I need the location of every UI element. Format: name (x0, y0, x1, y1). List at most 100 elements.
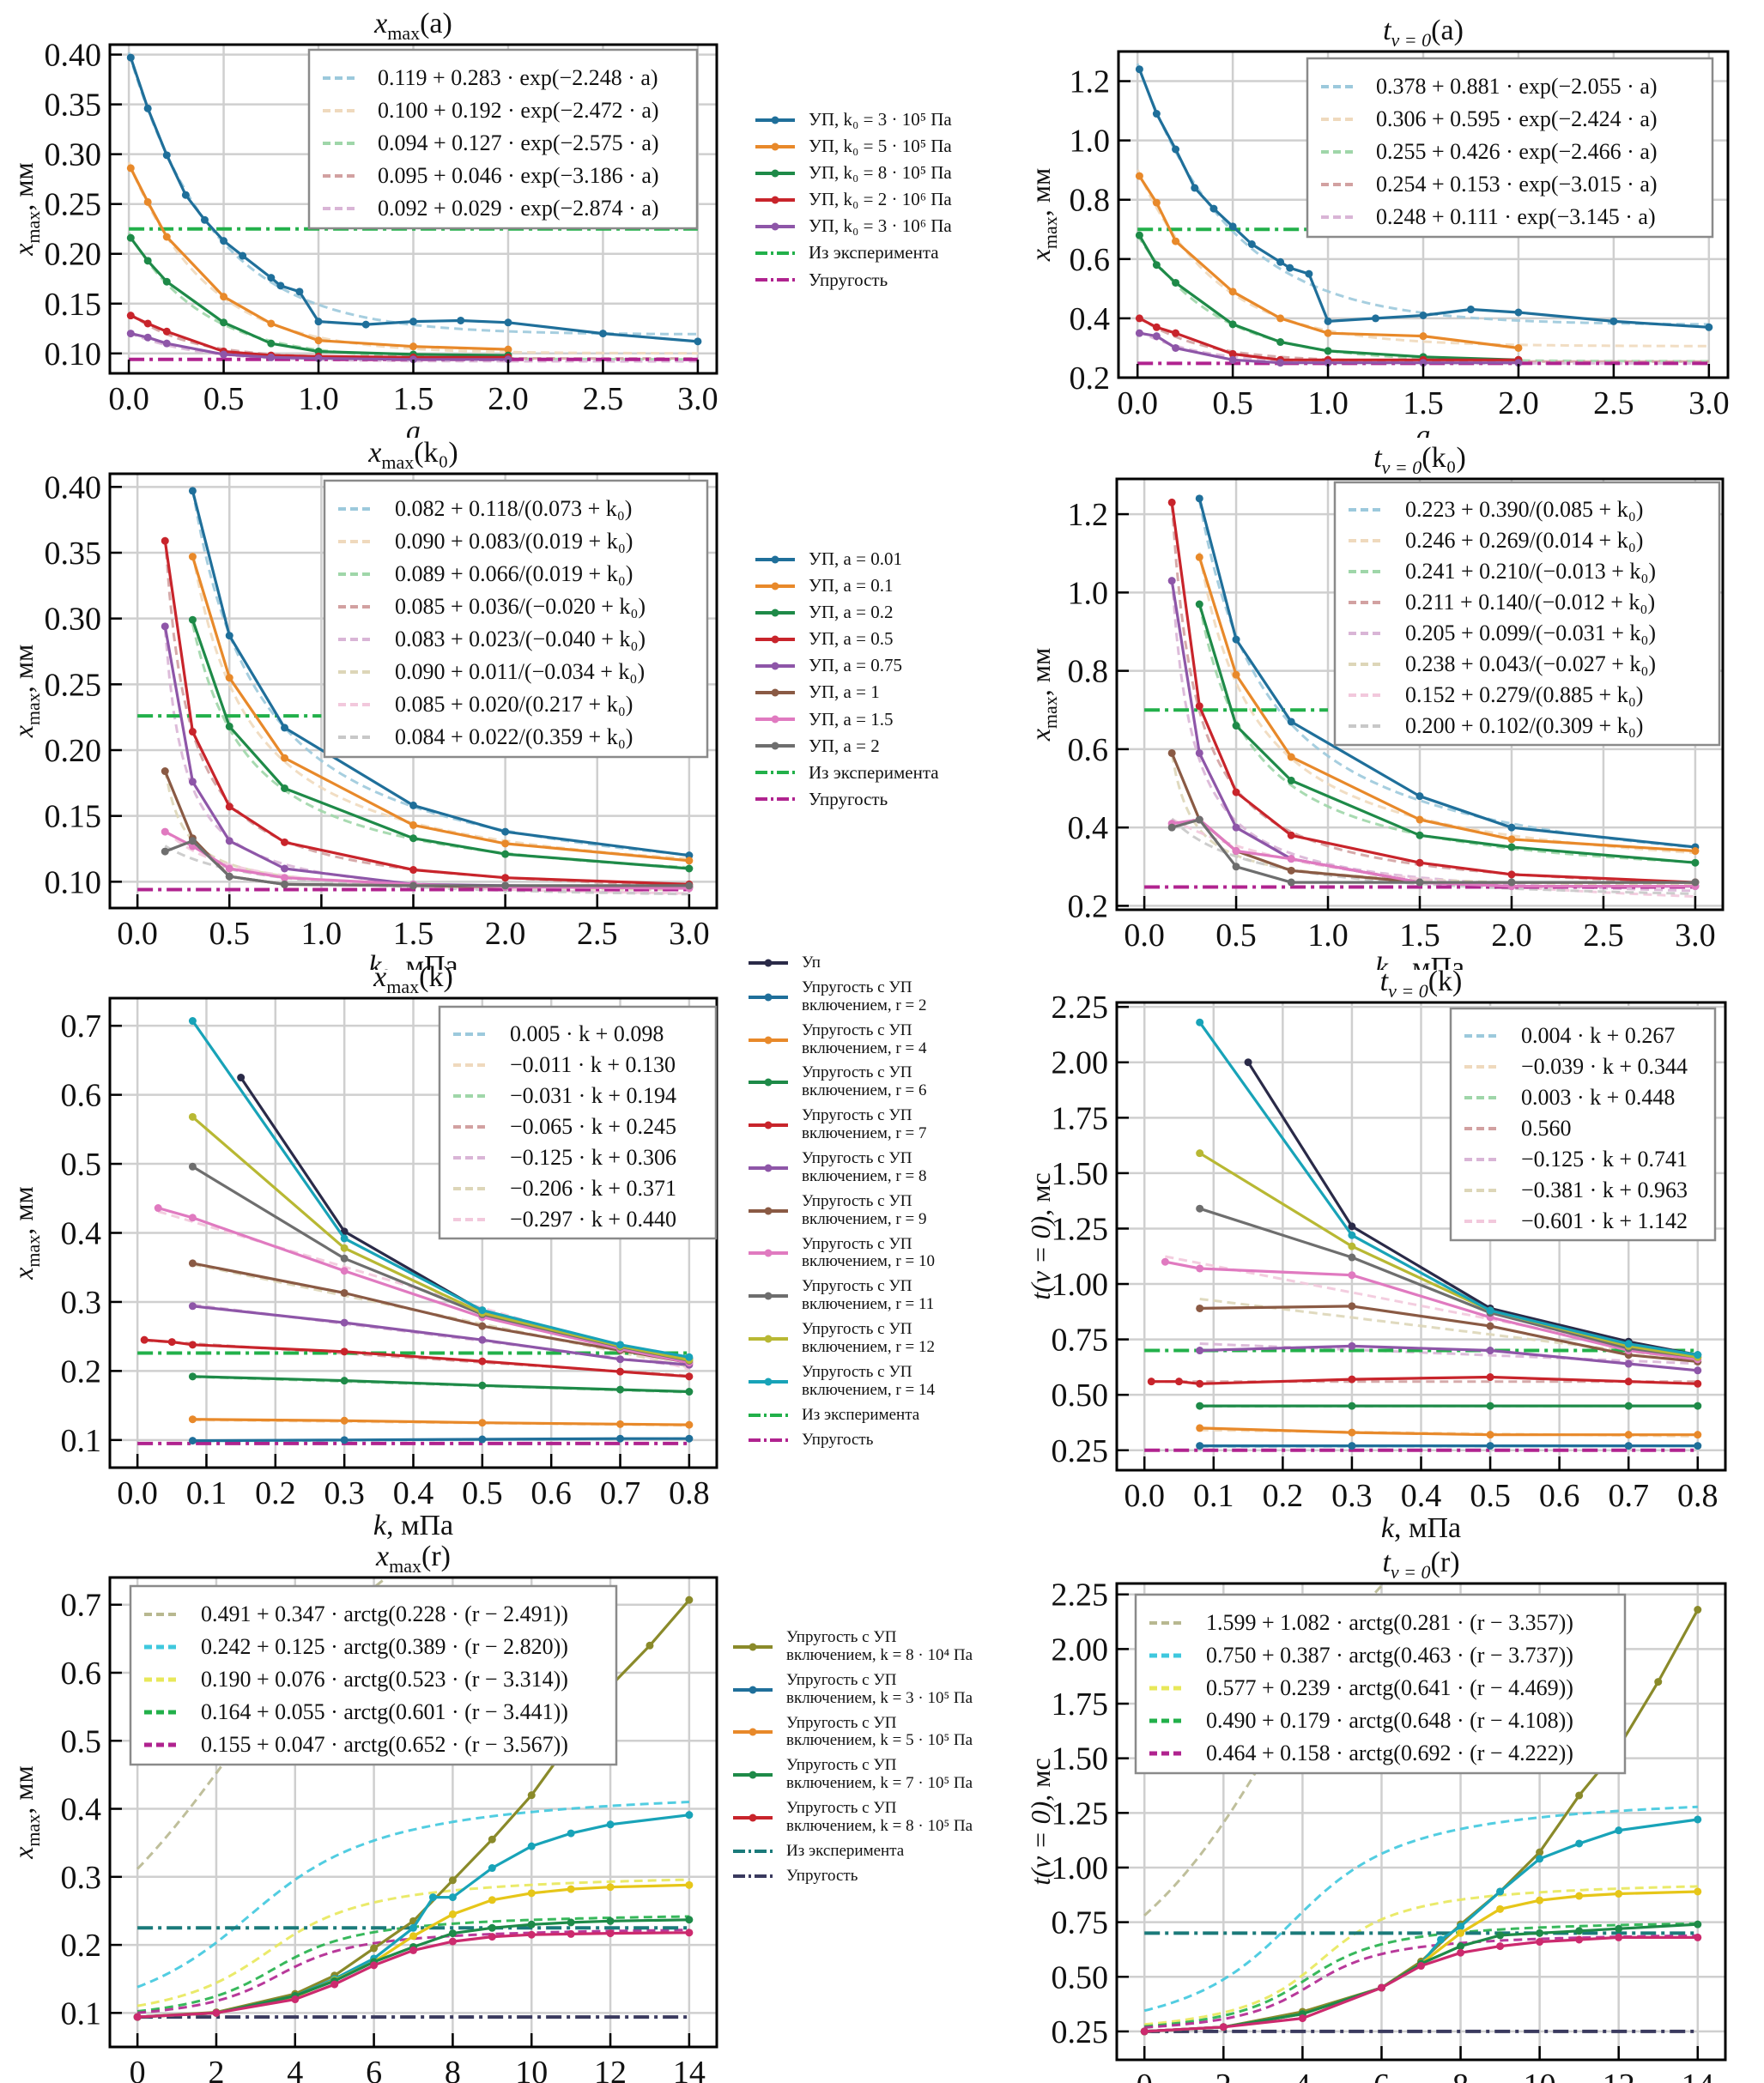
y-tick-label: 1.00 (1052, 1850, 1109, 1886)
fit-legend-label: 0.205 + 0.099/(−0.031 + k₀) (1405, 621, 1656, 645)
legend-swatch (749, 1078, 788, 1087)
data-point (1514, 359, 1523, 367)
data-point (225, 802, 233, 811)
data-point (126, 233, 135, 242)
x-tick-label: 0.8 (669, 1475, 710, 1511)
series-4 (1147, 1373, 1702, 1388)
x-tick-label: 0.7 (600, 1475, 641, 1511)
data-point (143, 333, 152, 342)
legend-label: Упругость с УП включением, r = 11 (802, 1277, 935, 1314)
fit-legend-label: −0.011 · k + 0.130 (510, 1052, 676, 1077)
fit-curve-1 (1143, 1805, 1698, 2013)
data-point (1348, 1442, 1356, 1450)
data-point (1195, 553, 1203, 561)
series-line (137, 1931, 689, 2019)
data-point (448, 1876, 457, 1885)
data-point (126, 53, 135, 62)
y-tick-label: 0.35 (45, 88, 102, 124)
y-tick-label: 1.0 (1068, 575, 1109, 611)
data-point (606, 1820, 615, 1829)
data-point (1219, 2023, 1228, 2032)
data-point (685, 1434, 694, 1443)
x-tick-label: 1.0 (298, 381, 339, 417)
data-point (225, 872, 233, 881)
data-point (685, 1929, 694, 1937)
series-line (157, 1206, 690, 1365)
legend-label: УП, k₀ = 2 · 10⁶ Па (809, 189, 952, 210)
data-point (409, 318, 417, 326)
fit-legend-label: 0.560 (1521, 1116, 1572, 1141)
data-point (685, 1353, 694, 1361)
legend-swatch (749, 1207, 788, 1215)
data-point (478, 1306, 487, 1315)
x-tick-label: 1.0 (1307, 385, 1349, 421)
legend-swatch (749, 1414, 788, 1418)
fit-legend-box (438, 1005, 718, 1240)
x-tick-label: 0.3 (324, 1475, 365, 1511)
x-tick-label: 6 (366, 2055, 382, 2083)
data-point (1654, 1678, 1663, 1686)
x-tick-label: 0.5 (1215, 917, 1257, 954)
legend-item: Упругость (747, 1431, 935, 1450)
series-line (1197, 556, 1696, 853)
y-tick-label: 0.2 (61, 1928, 102, 1964)
data-point (409, 801, 417, 809)
data-point (1496, 1887, 1505, 1896)
data-point (162, 327, 171, 336)
y-tick-label: 1.2 (1070, 64, 1111, 100)
legend-swatch (755, 142, 795, 151)
data-point (504, 318, 512, 327)
fit-legend-label: 0.092 + 0.029 · exp(−2.874 · a) (378, 196, 659, 221)
fit-legend-label: 0.085 + 0.036/(−0.020 + k₀) (395, 594, 646, 619)
legend-item: Упругость с УП включением, r = 2 (747, 978, 935, 1015)
fit-curves (1143, 1583, 1698, 2029)
fit-curve-4 (136, 1929, 689, 2014)
y-tick-label: 2.25 (1052, 1577, 1109, 1614)
series-line (137, 1918, 689, 2019)
x-tick-label: 2.0 (1498, 385, 1539, 421)
fit-legend: 0.004 · k + 0.267 −0.039 · k + 0.344 0.003… (1449, 1007, 1717, 1242)
legend-label: Упругость (809, 269, 888, 290)
data-point (188, 728, 197, 736)
data-point (340, 1436, 349, 1444)
legend-item: УП, a = 0.75 (754, 656, 939, 675)
data-series (1147, 1018, 1702, 1450)
data-series (126, 53, 702, 364)
data-point (1167, 498, 1176, 506)
outer-legend-k-series: Упругость с УП включением, k = 8 · 10⁴ П… (731, 1628, 973, 1892)
x-tick-label: 0.7 (1608, 1478, 1649, 1514)
data-point (188, 1372, 197, 1381)
legend-item: Упругость с УП включением, r = 4 (747, 1021, 935, 1058)
data-point (501, 827, 510, 836)
x-tick-label: 4 (287, 2055, 303, 2083)
series-3 (1196, 1402, 1702, 1410)
fit-legend: 0.223 + 0.390/(0.085 + k₀) 0.246 + 0.269/… (1333, 481, 1721, 747)
data-point (225, 864, 233, 873)
fit-legend-label: 0.152 + 0.279/(0.885 + k₀) (1405, 682, 1643, 707)
data-point (1135, 172, 1143, 180)
data-point (267, 339, 276, 348)
legend-swatch (749, 1335, 788, 1343)
legend-label: УП, a = 2 (809, 735, 880, 756)
x-tick-label: 0 (130, 2055, 146, 2083)
series-7 (1167, 815, 1700, 887)
x-axis-label: k, мПа (373, 1510, 453, 1541)
chart-xmax-a: 0.0 0.5 1.0 1.5 2.0 2.5 3.0 0.10 0.15 0.20 0.25 0.3… (0, 0, 747, 438)
data-point (409, 355, 417, 364)
data-point (340, 1318, 349, 1327)
legend-swatch (755, 635, 795, 644)
legend-item: Упругость с УП включением, r = 8 (747, 1149, 935, 1186)
legend-label: УП, k₀ = 5 · 10⁵ Па (809, 136, 952, 157)
data-point (457, 316, 465, 324)
data-point (1486, 1431, 1494, 1439)
series-5 (1196, 1341, 1702, 1375)
fit-legend-label: 0.378 + 0.881 · exp(−2.055 · a) (1376, 74, 1658, 99)
chart-xmax-r-svg: 024681012140.10.20.30.40.50.60.7xmax(r)r… (8, 1545, 718, 2083)
x-tick-label: 4 (1294, 2068, 1311, 2083)
fit-legend-label: 0.083 + 0.023/(−0.040 + k₀) (395, 627, 646, 651)
legend-swatch (749, 1292, 788, 1300)
data-point (143, 257, 152, 265)
data-point (409, 1923, 417, 1932)
data-point (143, 197, 152, 206)
data-point (188, 1017, 197, 1026)
